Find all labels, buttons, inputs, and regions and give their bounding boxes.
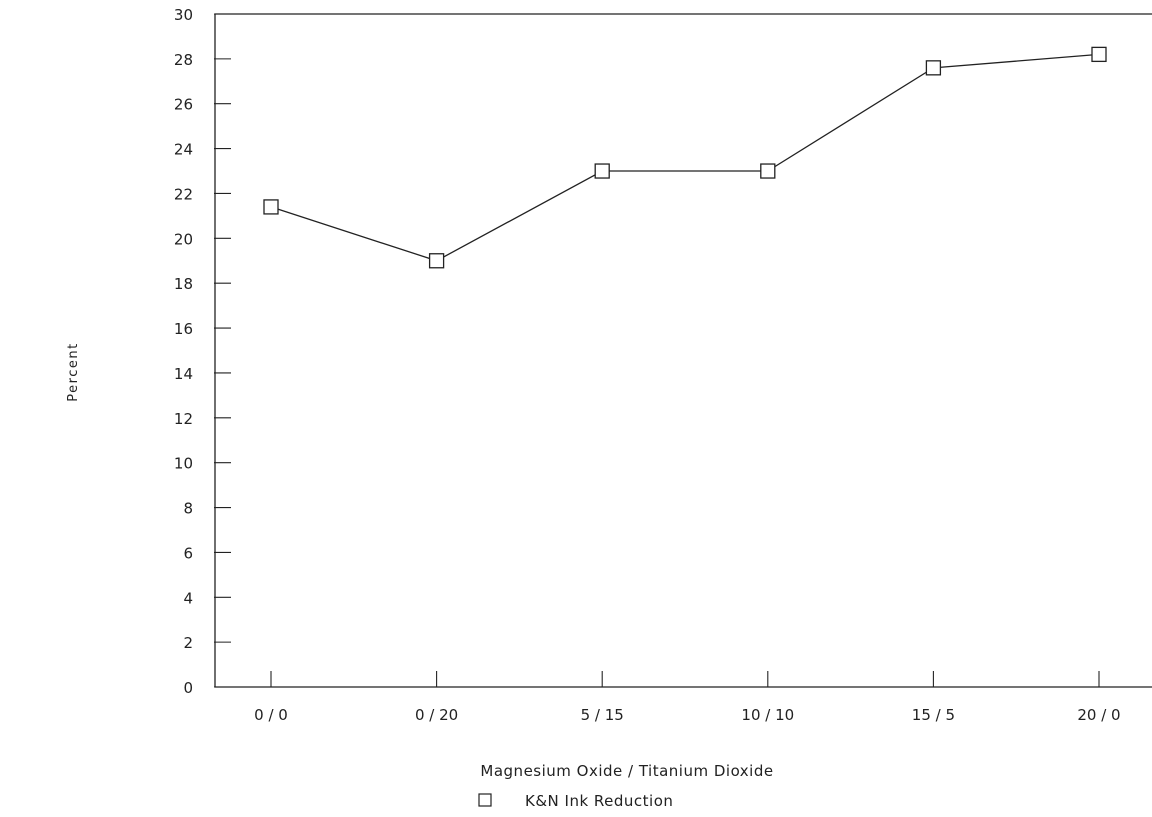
- y-tick-label: 22: [174, 185, 193, 203]
- y-tick-label: 24: [174, 141, 193, 159]
- data-point-marker: [760, 163, 776, 179]
- x-tick-label: 0 / 0: [254, 706, 288, 724]
- y-tick-label: 12: [174, 410, 193, 428]
- series: [263, 46, 1107, 269]
- y-tick-label: 10: [174, 455, 193, 473]
- y-tick-label: 4: [183, 589, 193, 607]
- y-axis-title: Percent: [66, 342, 81, 401]
- y-tick-label: 0: [183, 679, 193, 697]
- x-ticks: 0 / 0 0 / 20 5 / 15 10 / 10 15 / 5 20 / 0: [254, 671, 1121, 724]
- axes: [214, 13, 1152, 688]
- y-tick-label: 28: [174, 51, 193, 69]
- y-tick-label: 14: [174, 365, 193, 383]
- y-tick-label: 18: [174, 275, 193, 293]
- y-tick-label: 8: [183, 500, 193, 518]
- legend-label: K&N Ink Reduction: [525, 792, 673, 810]
- x-tick-label: 10 / 10: [741, 706, 794, 724]
- x-tick-label: 20 / 0: [1077, 706, 1120, 724]
- y-tick-label: 16: [174, 320, 193, 338]
- x-tick-label: 5 / 15: [581, 706, 624, 724]
- series-line: [270, 53, 1100, 262]
- data-point-marker: [1091, 46, 1107, 63]
- data-point-marker: [925, 60, 942, 76]
- y-tick-label: 2: [183, 634, 193, 652]
- y-tick-label: 20: [174, 230, 193, 248]
- x-tick-label: 0 / 20: [415, 706, 458, 724]
- data-point-marker: [428, 253, 445, 269]
- y-tick-label: 6: [183, 544, 193, 562]
- legend-marker: [478, 793, 492, 807]
- y-tick-label: 26: [174, 96, 193, 114]
- data-point-marker: [263, 199, 279, 215]
- x-tick-label: 15 / 5: [912, 706, 955, 724]
- legend: K&N Ink Reduction: [478, 792, 673, 810]
- y-tick-label: 30: [174, 6, 193, 24]
- data-point-marker: [594, 163, 610, 179]
- x-axis-title: Magnesium Oxide / Titanium Dioxide: [480, 762, 773, 780]
